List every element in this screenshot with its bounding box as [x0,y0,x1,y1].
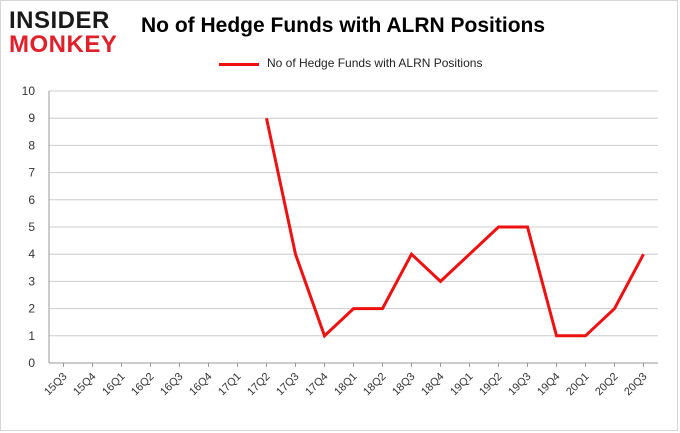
x-tick-label: 19Q4 [535,371,563,399]
x-tick-label: 18Q1 [332,371,360,399]
x-tick-label: 17Q4 [303,371,331,399]
x-tick-label: 17Q1 [216,371,244,399]
legend-label: No of Hedge Funds with ALRN Positions [267,56,483,70]
y-tick-label: 10 [22,84,36,98]
x-tick-label: 15Q3 [42,371,70,399]
x-tick-label: 19Q2 [477,371,505,399]
x-tick-label: 16Q4 [187,371,215,399]
chart-title: No of Hedge Funds with ALRN Positions [141,14,546,37]
legend-swatch [219,63,259,66]
y-tick-label: 5 [28,220,35,234]
x-tick-label: 18Q2 [361,371,389,399]
x-tick-label: 19Q1 [448,371,476,399]
x-tick-label: 18Q4 [419,371,447,399]
series-line [265,117,645,339]
y-tick-label: 3 [28,274,35,288]
insider-monkey-logo: INSIDER MONKEY [9,7,129,59]
y-tick-label: 0 [28,356,35,370]
y-tick-label: 4 [28,247,35,261]
x-tick-label: 18Q3 [390,371,418,399]
x-tick-label: 17Q3 [274,371,302,399]
y-tick-label: 9 [28,111,35,125]
logo-text-monkey: MONKEY [9,31,118,58]
y-tick-label: 7 [28,166,35,180]
y-tick-label: 2 [28,302,35,316]
y-tick-label: 6 [28,193,35,207]
x-tick-label: 17Q2 [245,371,273,399]
x-tick-label: 15Q4 [71,371,99,399]
y-tick-label: 8 [28,138,35,152]
x-tick-label: 16Q2 [129,371,157,399]
logo-text-insider: INSIDER [9,7,110,34]
x-tick-label: 19Q3 [506,371,534,399]
x-tick-label: 20Q2 [593,371,621,399]
x-tick-label: 16Q1 [100,371,128,399]
y-tick-label: 1 [28,329,35,343]
x-tick-label: 20Q1 [564,371,592,399]
x-tick-label: 20Q3 [622,371,650,399]
x-tick-label: 16Q3 [158,371,186,399]
